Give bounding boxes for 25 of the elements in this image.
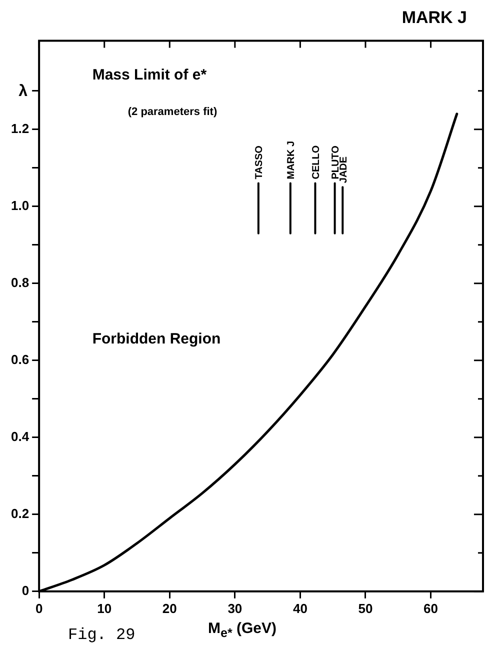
x-tick-label: 10: [97, 600, 112, 616]
text: JADE: [338, 156, 350, 184]
y-tick-label: 0: [22, 582, 30, 598]
y-tick-label: 1.0: [10, 198, 30, 213]
x-axis-title: M$_{e*}$ (GeV): [208, 620, 277, 640]
x-tick-label: 50: [358, 600, 373, 616]
chart-title: MARK J: [400, 8, 468, 29]
text: CELLO: [310, 145, 322, 180]
annotation: Mass Limit of e*: [92, 66, 207, 84]
text: MARK J: [286, 140, 298, 180]
y-tick-label: 0.4: [10, 428, 30, 444]
y-tick-label: 1.2: [10, 120, 30, 136]
y-tick-label: 0.8: [10, 274, 30, 290]
y-tick-label: 0.2: [10, 506, 30, 521]
text: TASSO: [254, 145, 266, 180]
x-tick-label: 40: [292, 600, 308, 616]
y-tick-label: 0.6: [10, 352, 30, 367]
x-tick-label: 60: [424, 600, 438, 616]
caption: Fig. 29: [68, 626, 136, 644]
x-tick-label: 0: [35, 600, 43, 616]
x-tick-label: 20: [162, 600, 177, 616]
annotation: Forbidden Region: [92, 330, 221, 348]
annotation: (2 parameters fit): [128, 106, 218, 118]
x-tick-label: 30: [228, 600, 242, 616]
y-axis-title: λ: [18, 82, 28, 100]
